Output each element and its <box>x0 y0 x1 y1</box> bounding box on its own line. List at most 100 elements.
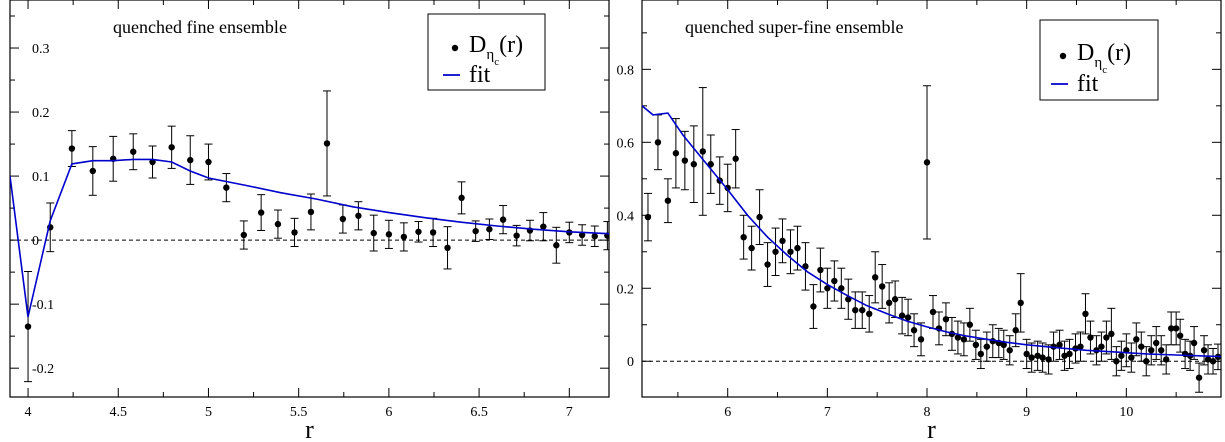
data-point <box>929 308 937 316</box>
panel-fine-ensemble: 4 4.5 5 5.5 6 6.5 7 -0.2 -0.1 0 0.1 0.2 0.3 quenched … <box>9 0 610 442</box>
data-point <box>960 336 968 343</box>
y-tick-label: -0.1 <box>32 298 54 313</box>
legend-marker-data <box>1059 52 1067 60</box>
data-point <box>307 208 315 216</box>
data-point <box>878 283 886 290</box>
data-point <box>1158 347 1165 354</box>
data-point <box>1108 330 1115 338</box>
data-point <box>732 155 739 162</box>
data-point <box>1098 343 1105 350</box>
data-point <box>724 184 731 192</box>
data-point <box>891 296 899 303</box>
data-point <box>917 336 925 343</box>
y-tick-label: 0 <box>32 234 39 249</box>
y-tick-label: 0.3 <box>32 42 50 57</box>
panel-super-fine-ensemble: 6 7 8 9 10 0 0.2 0.4 0.6 0.8 quenched super-fine e… <box>617 0 1222 442</box>
legend-marker-data <box>451 44 459 52</box>
data-point <box>1190 339 1198 347</box>
data-point <box>1162 356 1170 363</box>
data-point <box>499 216 507 223</box>
data-point <box>871 274 879 281</box>
data-point <box>339 215 347 223</box>
data-point <box>898 312 906 319</box>
data-point <box>923 159 931 166</box>
x-tick-label: 7 <box>824 405 831 420</box>
x-axis-label: r <box>305 415 314 442</box>
data-point <box>429 229 437 236</box>
data-point <box>400 233 408 241</box>
data-point <box>1148 347 1155 354</box>
data-point <box>1023 350 1030 358</box>
data-point <box>385 231 393 238</box>
legend-label-fit: fit <box>1077 71 1099 97</box>
panel-title: quenched super-fine ensemble <box>685 17 904 37</box>
data-point <box>1103 334 1110 341</box>
data-point <box>1113 358 1120 365</box>
x-tick-label: 5 <box>205 405 212 420</box>
data-point <box>1056 341 1063 349</box>
data-point <box>966 321 974 328</box>
data-point <box>1039 354 1046 361</box>
data-point <box>1167 325 1175 332</box>
y-tick-label: 0.1 <box>32 170 50 185</box>
plot-frame <box>9 0 610 398</box>
data-point <box>274 220 282 228</box>
legend: Dηc(r)fit <box>427 13 546 91</box>
data-point <box>1017 299 1024 307</box>
legend-label-data: Dηc(r) <box>1077 40 1131 76</box>
data-point <box>1172 325 1180 332</box>
data-point <box>187 156 194 164</box>
data-point <box>681 157 689 164</box>
x-tick-label: 7 <box>566 405 573 420</box>
data-point <box>1082 310 1089 318</box>
data-point <box>1209 358 1217 365</box>
data-point <box>578 231 586 239</box>
data-point <box>664 197 672 204</box>
data-point <box>1200 347 1208 354</box>
data-point <box>1077 343 1084 350</box>
data-point <box>1118 352 1125 359</box>
data-point <box>1204 356 1212 363</box>
data-point <box>1066 350 1073 358</box>
data-point <box>983 343 991 350</box>
data-point <box>654 139 662 146</box>
data-point <box>89 167 97 175</box>
data-point <box>323 140 331 147</box>
data-point <box>472 227 479 235</box>
y-tick-label: 0 <box>627 355 634 370</box>
data-point <box>817 266 824 274</box>
data-point <box>24 323 32 330</box>
data-point <box>1028 354 1035 361</box>
data-point <box>205 158 212 166</box>
data-point <box>942 316 950 323</box>
y-tick-label: 0.8 <box>617 63 635 78</box>
x-tick-label: 4 <box>25 405 32 420</box>
data-point <box>168 144 175 151</box>
data-point <box>1138 343 1145 350</box>
x-axis-label: r <box>927 415 936 442</box>
data-point <box>977 350 985 358</box>
data-point <box>859 306 866 314</box>
data-point <box>852 306 859 314</box>
data-point <box>591 233 598 240</box>
data-point <box>68 145 76 152</box>
x-tick-label: 6 <box>385 405 392 420</box>
x-tick-label: 6.5 <box>470 405 488 420</box>
data-point <box>972 341 980 349</box>
data-point <box>355 212 362 219</box>
legend: Dηc(r)fit <box>1039 19 1159 101</box>
data-point <box>553 242 560 249</box>
x-tick-label: 5.5 <box>290 405 308 420</box>
data-point <box>885 299 893 307</box>
data-point <box>257 209 265 216</box>
data-point <box>486 226 493 233</box>
x-tick-label: 4.5 <box>110 405 128 420</box>
data-point <box>1133 336 1140 343</box>
data-point <box>910 327 918 334</box>
data-point <box>756 213 763 221</box>
data-point <box>130 148 137 155</box>
legend-label-fit: fit <box>469 62 491 88</box>
data-point <box>764 261 771 268</box>
panel-title: quenched fine ensemble <box>113 17 287 37</box>
data-point <box>1061 352 1068 359</box>
